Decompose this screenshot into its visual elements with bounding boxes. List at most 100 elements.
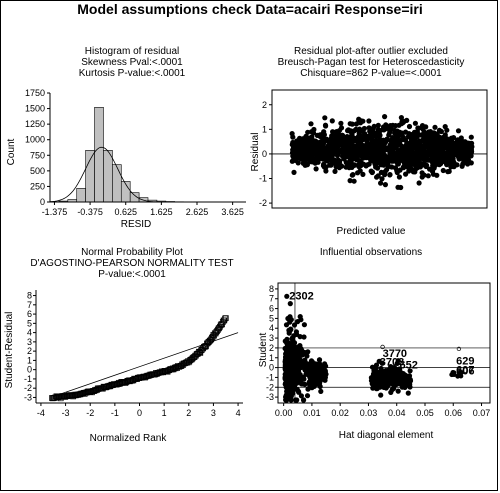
residual-point: [440, 145, 446, 151]
residual-point: [306, 155, 312, 161]
influential-point: [378, 392, 384, 398]
residual-point: [361, 125, 367, 132]
residual-point: [422, 154, 428, 160]
influential-point: [295, 388, 302, 395]
residual-point: [382, 182, 388, 188]
residual-point: [289, 158, 295, 164]
residual-point: [459, 142, 465, 148]
influential-x-tick-label: 0.00: [275, 408, 293, 418]
residual-point: [376, 131, 383, 137]
influential-point: [394, 375, 401, 381]
influential-y-tick-label: -1: [266, 372, 274, 382]
influential-point: [459, 370, 464, 375]
residual-point: [427, 166, 433, 172]
influential-x-tick-label: 0.02: [331, 408, 349, 418]
residual-point: [392, 165, 399, 171]
residual-point: [351, 143, 357, 149]
residual-point: [300, 160, 306, 166]
residual-point: [343, 164, 349, 170]
residual-point: [426, 129, 432, 135]
histogram-x-tick-label: 0.625: [114, 207, 137, 217]
residual-point: [396, 174, 402, 180]
histogram-bars: [49, 107, 246, 203]
residual-point: [338, 125, 345, 131]
influential-ylabel: Student: [258, 333, 269, 368]
residual-point: [414, 149, 420, 155]
histogram-title: Histogram of residual: [85, 46, 179, 57]
normal-x-tick-label: 3: [211, 408, 216, 418]
normal-subtitle-2: P-value:<.0001: [98, 269, 166, 280]
influential-point: [314, 368, 320, 374]
normal-x-tick-label: -2: [86, 408, 94, 418]
histogram-x-tick-label: -0.375: [77, 207, 103, 217]
residual-point: [360, 171, 366, 177]
residual-point: [436, 127, 443, 133]
influential-y-tick-label: -2: [266, 382, 274, 392]
residual-point: [429, 154, 435, 160]
residual-point: [357, 132, 363, 138]
residual-point: [399, 145, 405, 151]
residual-frame: [271, 89, 488, 209]
residual-point: [444, 127, 450, 133]
residual-point: [374, 165, 381, 171]
residual-ylabel: Residual: [250, 133, 261, 172]
residual-point: [413, 166, 419, 172]
residual-point: [360, 155, 366, 161]
histogram-bar-4: [85, 150, 95, 203]
residual-point: [289, 131, 295, 137]
histogram-bar-3: [76, 187, 86, 203]
residual-point: [429, 158, 435, 164]
influential-point: [284, 352, 290, 359]
normal-point: [142, 374, 148, 381]
residual-point: [434, 139, 440, 145]
residual-point: [440, 167, 446, 174]
influential-point: [376, 358, 382, 364]
normal-point: [214, 327, 221, 333]
influential-x-tick-label: 0.01: [303, 408, 321, 418]
residual-point: [386, 132, 392, 138]
residual-point: [357, 162, 364, 169]
residual-point: [369, 169, 375, 175]
residual-point: [313, 166, 319, 172]
residual-xlabel: Predicted value: [337, 226, 406, 237]
residual-point: [375, 122, 381, 128]
residual-point: [415, 131, 421, 137]
residual-point: [311, 150, 317, 157]
normal-ylabel: Student-Residual: [4, 312, 15, 389]
residual-point: [378, 180, 384, 186]
normal-y-tick-label: 3: [27, 337, 32, 347]
residual-point: [433, 147, 439, 153]
influential-x-tick-label: 0.05: [416, 408, 434, 418]
residual-point: [329, 133, 335, 139]
normal-y-tick-label: 0: [27, 365, 32, 375]
influential-point: [307, 375, 313, 381]
influential-point: [402, 382, 409, 388]
influential-point: [394, 360, 400, 366]
residual-point: [308, 140, 314, 146]
residual-subtitle-2: Chisquare=862 P-value=<.0001: [300, 68, 442, 79]
residual-point: [369, 137, 375, 143]
residual-subtitle-1: Breusch-Pagan test for Heteroscedasticit…: [278, 57, 465, 68]
residual-point: [427, 141, 433, 147]
normal-point: [209, 334, 216, 340]
influential-point-label: 3703: [380, 357, 404, 369]
influential-point: [407, 368, 413, 374]
histogram-x-tick-label: 3.625: [221, 207, 244, 217]
influential-point-label: 652: [400, 360, 418, 372]
influential-point: [286, 375, 292, 381]
residual-point: [366, 125, 372, 131]
residual-point: [408, 139, 415, 145]
influential-point: [284, 339, 290, 345]
normal-y-tick-label: 6: [27, 309, 32, 319]
residual-point: [337, 158, 343, 164]
residual-point: [322, 122, 329, 128]
residual-point: [455, 128, 462, 134]
influential-y-tick-label: 4: [269, 323, 274, 333]
influential-frame: [277, 282, 491, 404]
residual-point: [315, 145, 321, 151]
residual-point: [431, 130, 437, 136]
histogram-ylabel: Count: [6, 138, 17, 165]
